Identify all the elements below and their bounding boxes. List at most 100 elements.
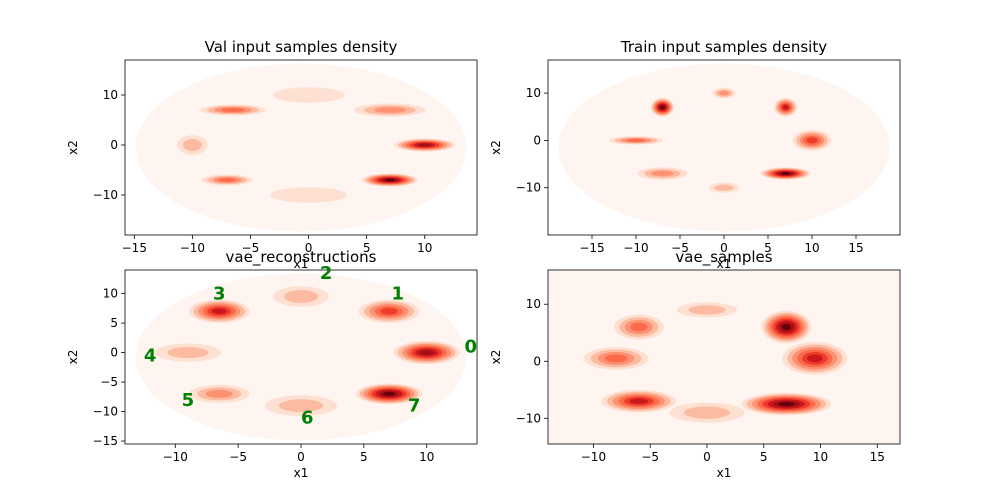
- cluster-label: 2: [320, 263, 333, 284]
- x-tick-label: 10: [813, 450, 828, 464]
- cluster-label: 0: [464, 337, 477, 358]
- density-blob: [358, 299, 420, 323]
- density-blob: [650, 97, 675, 117]
- density-contour: [418, 143, 432, 147]
- density-contour: [688, 305, 726, 315]
- x-tick-label: 0: [720, 241, 728, 255]
- x-tick-label: 0: [297, 450, 305, 464]
- x-tick-label: −5: [641, 450, 659, 464]
- density-contour: [167, 346, 209, 359]
- y-tick-label: −10: [516, 181, 541, 195]
- density-contour: [683, 406, 731, 419]
- density-contour: [382, 391, 396, 396]
- density-contour: [283, 290, 319, 303]
- density-blob: [188, 384, 250, 403]
- y-tick-label: −15: [93, 434, 118, 448]
- x-axis-label: x1: [294, 257, 309, 271]
- density-blob: [708, 182, 740, 193]
- density-blob: [712, 87, 736, 99]
- x-tick-label: −15: [122, 241, 147, 255]
- cluster-label: 5: [182, 390, 195, 411]
- density-blob: [394, 138, 456, 152]
- y-axis-label: x2: [66, 350, 80, 365]
- panel-train-density: −15 −10 −5 0 5 10 15 −10 0 10 x1 x2 Train input samp…: [489, 38, 901, 271]
- density-contour: [373, 107, 406, 113]
- chart-title: vae_samples: [675, 248, 772, 267]
- cluster-label: 6: [301, 407, 314, 428]
- density-blob: [270, 187, 347, 203]
- density-blob: [154, 343, 222, 362]
- panel-vae-samples: −10 −5 0 5 10 15 −10 0 10 x1 x2 vae_samples: [489, 248, 901, 480]
- cluster-label: 4: [144, 346, 157, 367]
- density-blob: [637, 167, 688, 180]
- density-blob: [273, 286, 329, 307]
- y-axis-label: x2: [489, 350, 503, 365]
- density-blob: [669, 402, 745, 423]
- cluster-label: 7: [408, 396, 421, 417]
- axes-frame: [547, 269, 901, 445]
- x-tick-label: −10: [180, 241, 205, 255]
- density-contour: [384, 178, 396, 182]
- density-blob: [773, 97, 798, 117]
- y-tick-label: 5: [110, 316, 118, 330]
- y-tick-label: −10: [93, 188, 118, 202]
- y-tick-label: 0: [533, 354, 541, 368]
- x-tick-label: −5: [229, 450, 247, 464]
- density-blob: [792, 130, 832, 151]
- density-contour: [211, 308, 227, 315]
- density-blob: [354, 103, 426, 117]
- density-blob: [199, 104, 267, 116]
- y-tick-label: −10: [516, 411, 541, 425]
- y-tick-label: 10: [526, 86, 541, 100]
- x-tick-label: −5: [242, 241, 260, 255]
- panel-vae-reconstructions: −10 −5 0 5 10−15−10−50510x1x2vae_reconstruct…: [66, 248, 478, 480]
- density-contour: [660, 105, 665, 110]
- density-contour: [806, 137, 818, 144]
- x-tick-label: 5: [363, 241, 371, 255]
- density-contour: [651, 170, 674, 177]
- chart-title: vae_reconstructions: [226, 248, 377, 267]
- density-contour: [419, 350, 434, 356]
- x-tick-label: 15: [848, 241, 863, 255]
- x-tick-label: 10: [419, 450, 434, 464]
- density-contour: [218, 178, 237, 182]
- density-blob: [782, 342, 848, 375]
- density-contour: [270, 187, 347, 203]
- x-tick-label: −5: [671, 241, 689, 255]
- y-axis-label: x2: [489, 140, 503, 155]
- x-tick-label: 5: [764, 241, 772, 255]
- density-contour: [782, 105, 789, 110]
- density-blob: [741, 392, 832, 416]
- x-tick-label: 5: [360, 450, 368, 464]
- x-axis-label: x1: [717, 257, 732, 271]
- y-tick-label: 0: [533, 133, 541, 147]
- x-tick-label: −15: [579, 241, 604, 255]
- density-contour: [629, 398, 648, 404]
- density-blob: [272, 87, 345, 103]
- density-contour: [380, 307, 398, 315]
- y-tick-label: −10: [93, 405, 118, 419]
- chart-title: Val input samples density: [205, 38, 398, 56]
- x-tick-label: 10: [417, 241, 432, 255]
- density-contour: [604, 354, 628, 363]
- y-tick-label: 0: [110, 138, 118, 152]
- density-blob: [188, 299, 250, 323]
- density-contour: [718, 90, 730, 96]
- density-blob: [355, 383, 423, 405]
- density-contour: [714, 184, 734, 191]
- x-tick-label: 15: [870, 450, 885, 464]
- density-blob: [265, 395, 337, 417]
- x-tick-label: 5: [760, 450, 768, 464]
- y-tick-label: −5: [100, 375, 118, 389]
- density-contour: [278, 399, 324, 413]
- x-tick-label: 0: [703, 450, 711, 464]
- x-tick-label: −10: [163, 450, 188, 464]
- density-contour: [781, 324, 792, 331]
- y-tick-label: 10: [526, 297, 541, 311]
- x-tick-label: 10: [804, 241, 819, 255]
- panel-val-density: −15 −10 −5 0 5 10 −10 0 10 x1 x2 Val input samples …: [66, 38, 478, 271]
- density-blob: [761, 310, 812, 344]
- density-contour: [182, 138, 202, 152]
- density-blob: [361, 173, 418, 187]
